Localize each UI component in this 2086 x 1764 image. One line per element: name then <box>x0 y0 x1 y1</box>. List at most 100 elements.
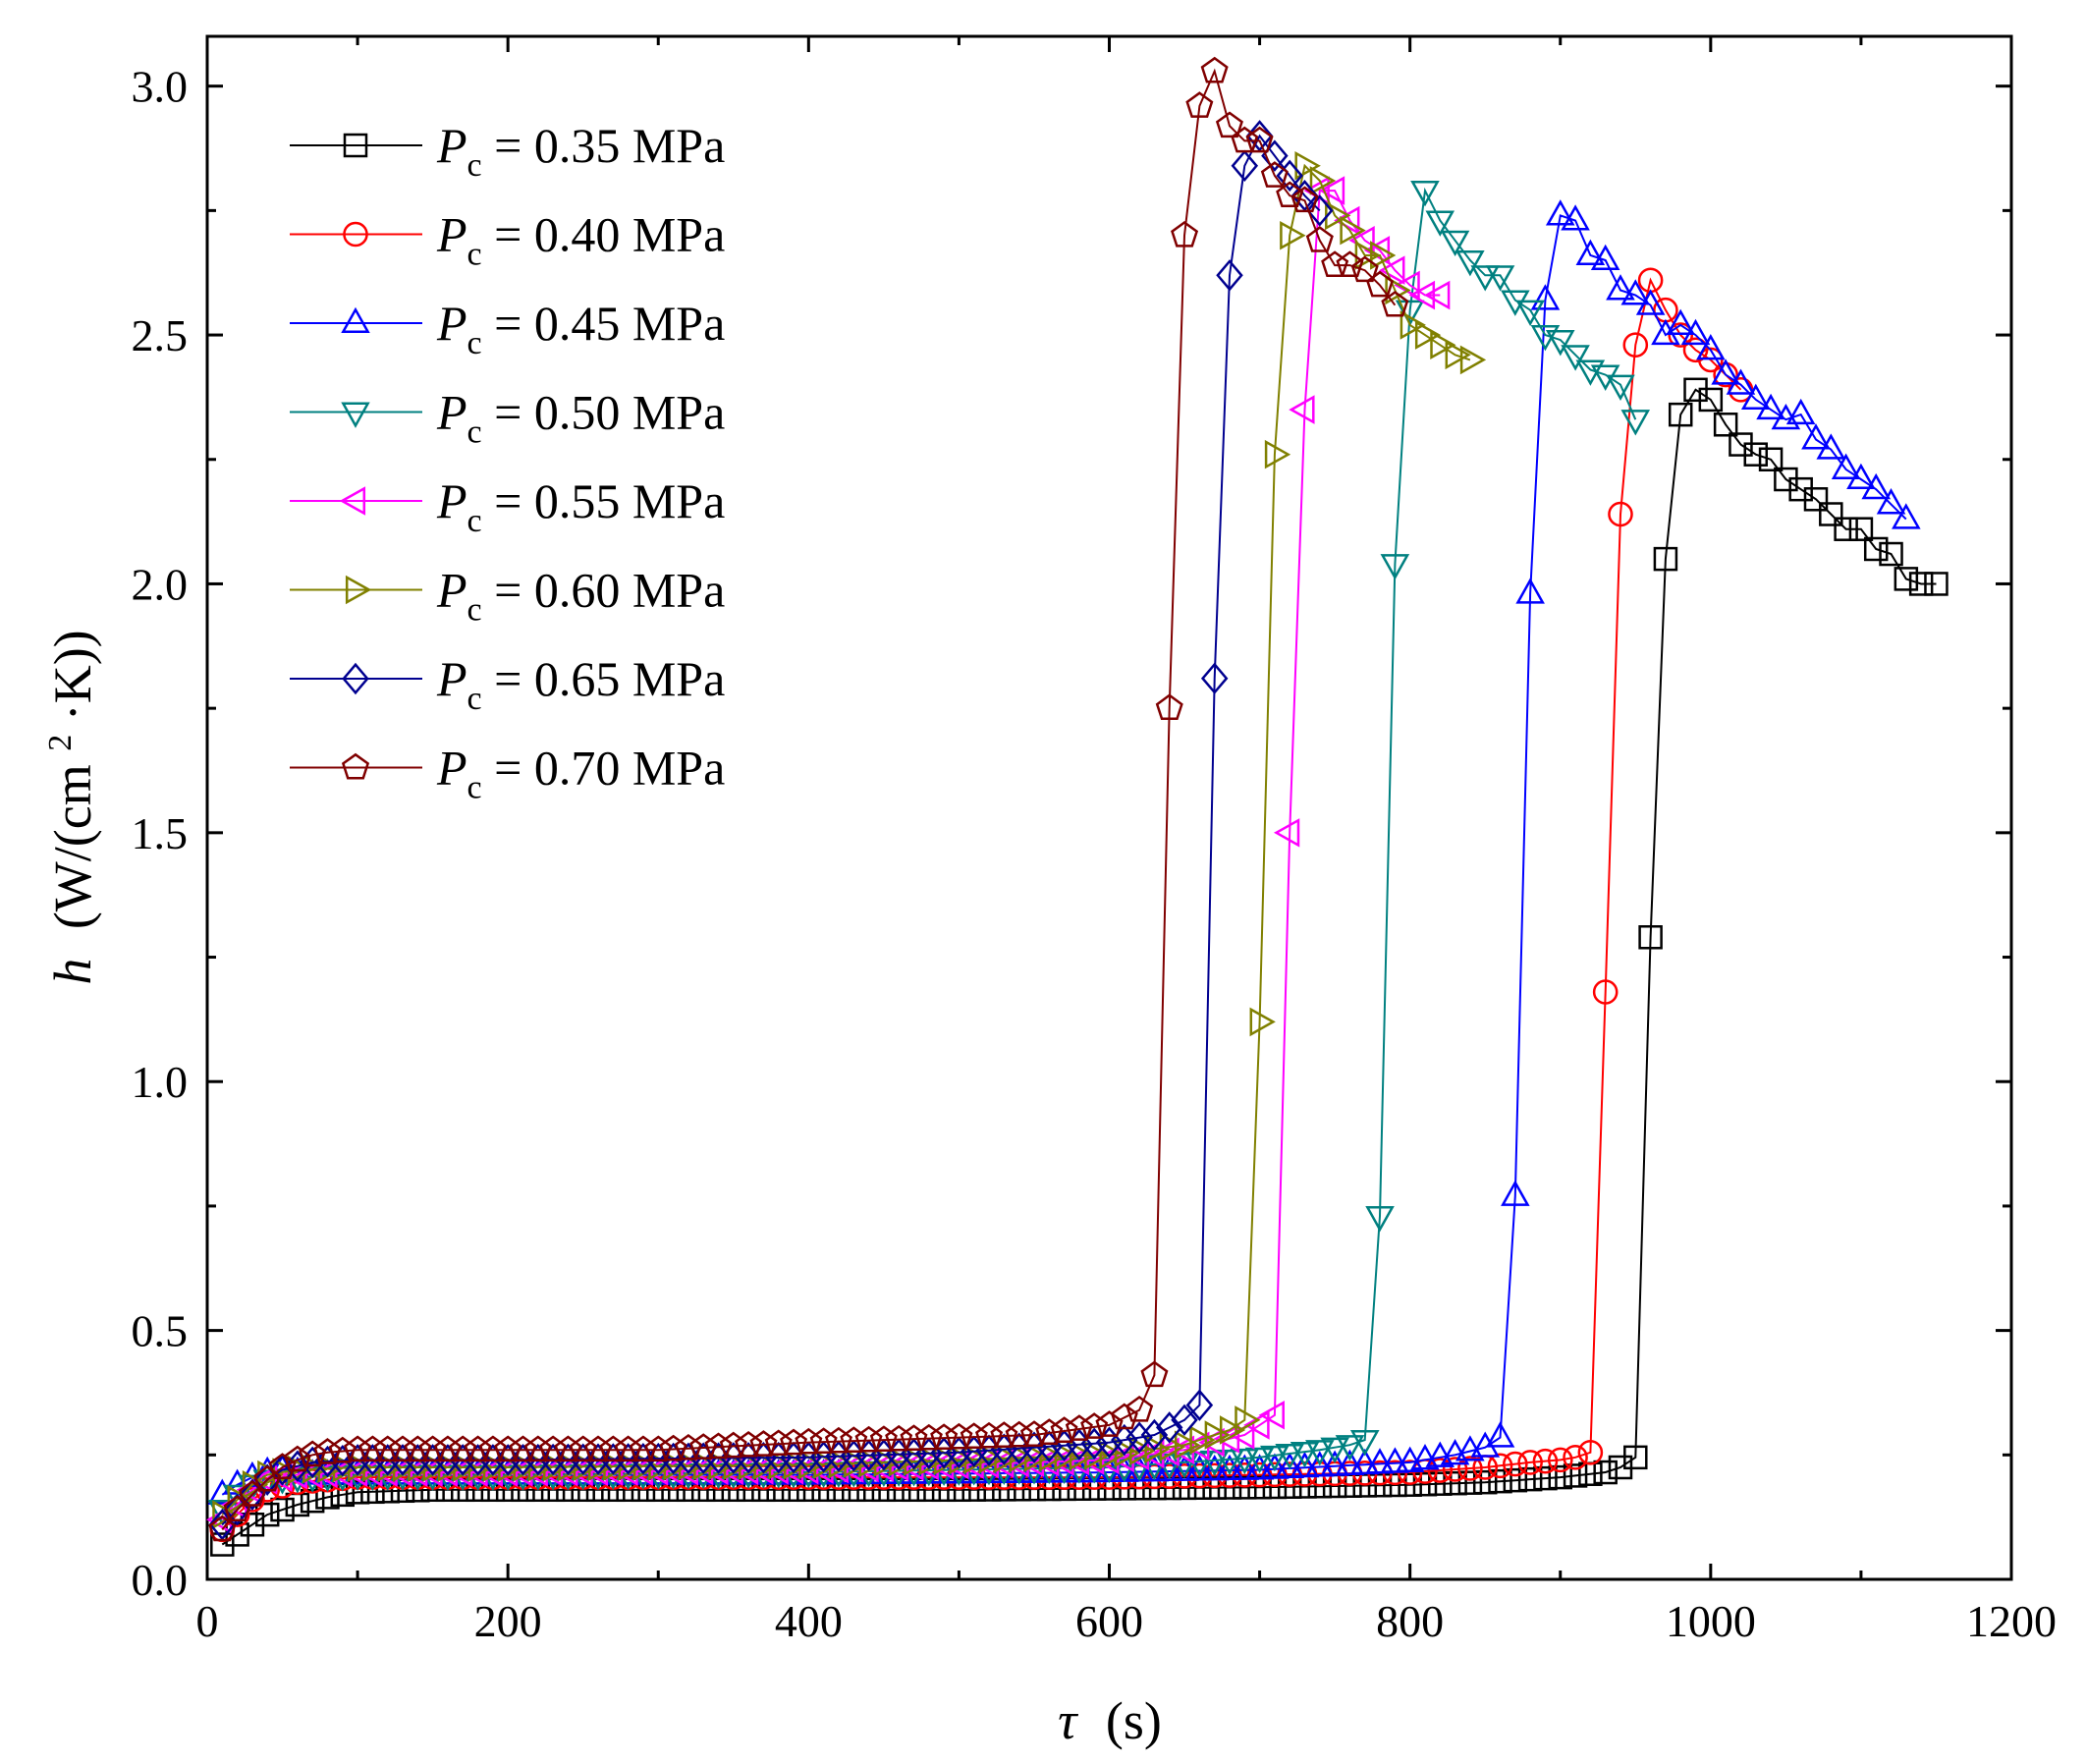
data-point <box>494 1435 522 1462</box>
data-point <box>1125 1395 1154 1422</box>
data-point <box>344 1435 372 1462</box>
data-point <box>1545 199 1575 226</box>
legend-symbol: P <box>436 651 467 706</box>
data-point <box>1290 1442 1320 1468</box>
data-point <box>1244 1447 1275 1474</box>
data-point <box>1414 320 1442 350</box>
data-point <box>1563 1445 1588 1470</box>
data-point <box>900 1424 928 1452</box>
data-point <box>1713 413 1738 437</box>
data-point <box>1099 1440 1125 1470</box>
data-point <box>1320 1450 1349 1476</box>
y-tick-label: 1.5 <box>132 808 189 858</box>
data-point <box>449 1435 477 1462</box>
data-point <box>1318 176 1345 205</box>
data-point <box>1184 1455 1215 1481</box>
data-point <box>975 1421 1004 1449</box>
y-tick-label: 0.0 <box>132 1555 189 1605</box>
y-tick-label: 2.0 <box>132 559 189 609</box>
legend-entry: Pc = 0.60 MPa <box>290 563 725 629</box>
data-point <box>1245 126 1274 153</box>
data-point <box>1863 536 1889 562</box>
data-point <box>1335 1435 1365 1461</box>
data-point <box>1517 1450 1543 1475</box>
x-tick-label: 200 <box>474 1596 542 1646</box>
y-axis-title: h (W/(cm 2 ·K)) <box>24 630 102 984</box>
legend-label: Pc = 0.70 MPa <box>436 741 725 806</box>
data-point <box>1110 1403 1138 1430</box>
data-point <box>885 1424 913 1452</box>
data-point <box>1400 310 1426 340</box>
data-point <box>208 1515 237 1542</box>
data-point <box>1457 1470 1483 1495</box>
data-point <box>930 1423 959 1451</box>
data-point <box>1545 330 1575 357</box>
legend-subscript: c <box>467 503 482 539</box>
legend-subscript: c <box>467 681 482 717</box>
data-point <box>764 1429 793 1457</box>
data-point <box>281 1460 307 1490</box>
data-point <box>1260 161 1289 188</box>
data-point <box>1275 1443 1305 1470</box>
data-point <box>1575 239 1606 266</box>
data-point <box>1622 332 1649 358</box>
data-point <box>1561 345 1590 371</box>
data-point <box>704 1432 733 1460</box>
data-point <box>1217 1475 1242 1500</box>
data-point <box>509 1435 537 1462</box>
data-point <box>1606 374 1635 402</box>
data-point <box>931 1477 957 1503</box>
data-point <box>1561 204 1590 231</box>
data-point <box>569 1435 597 1462</box>
data-point <box>1428 1471 1453 1496</box>
data-point <box>674 1433 702 1461</box>
data-point <box>1144 1434 1171 1464</box>
data-point <box>539 1435 568 1462</box>
data-point <box>1215 1454 1244 1481</box>
data-point <box>1547 1447 1573 1473</box>
legend-symbol: P <box>436 207 467 262</box>
legend-subscript: c <box>467 147 482 184</box>
data-point <box>1517 1466 1543 1492</box>
series-7 <box>208 120 1334 1541</box>
legend-value: = 0.60 MPa <box>482 563 726 618</box>
data-point <box>1457 1456 1483 1481</box>
data-point <box>629 1435 657 1462</box>
data-point <box>1199 1454 1230 1481</box>
data-point <box>1831 453 1861 479</box>
data-point <box>1262 1474 1288 1500</box>
data-point <box>328 1436 357 1463</box>
y-axis-unit-superscript: 2 <box>42 735 79 751</box>
series-line <box>221 68 1397 1530</box>
data-point <box>1680 318 1711 346</box>
data-point <box>1756 393 1785 420</box>
legend-subscript: c <box>467 592 482 629</box>
data-point <box>1185 1389 1214 1421</box>
x-tick-label: 1200 <box>1966 1596 2057 1646</box>
data-point <box>1349 1430 1380 1457</box>
data-point <box>1305 1440 1335 1466</box>
data-point <box>268 1453 297 1479</box>
legend-label: Pc = 0.55 MPa <box>436 473 725 539</box>
data-point <box>1171 220 1199 248</box>
data-point <box>854 1425 883 1453</box>
data-point <box>1231 149 1259 183</box>
series-layer <box>206 56 1949 1557</box>
data-point <box>842 1477 866 1503</box>
data-point <box>1440 230 1470 257</box>
data-point <box>1007 1477 1031 1502</box>
legend-marker <box>341 752 370 780</box>
legend-subscript: c <box>467 237 482 273</box>
data-point <box>1365 1206 1395 1233</box>
data-point <box>1488 1468 1512 1494</box>
legend-entry: Pc = 0.40 MPa <box>290 207 725 273</box>
data-point <box>1455 249 1485 277</box>
data-point <box>1306 194 1334 227</box>
data-point <box>1215 1449 1244 1476</box>
legend-entry: Pc = 0.35 MPa <box>290 118 725 184</box>
data-point <box>1155 693 1183 721</box>
data-point <box>464 1435 492 1462</box>
data-point <box>1354 241 1382 270</box>
x-axis-unit: (s) <box>1106 1691 1162 1750</box>
